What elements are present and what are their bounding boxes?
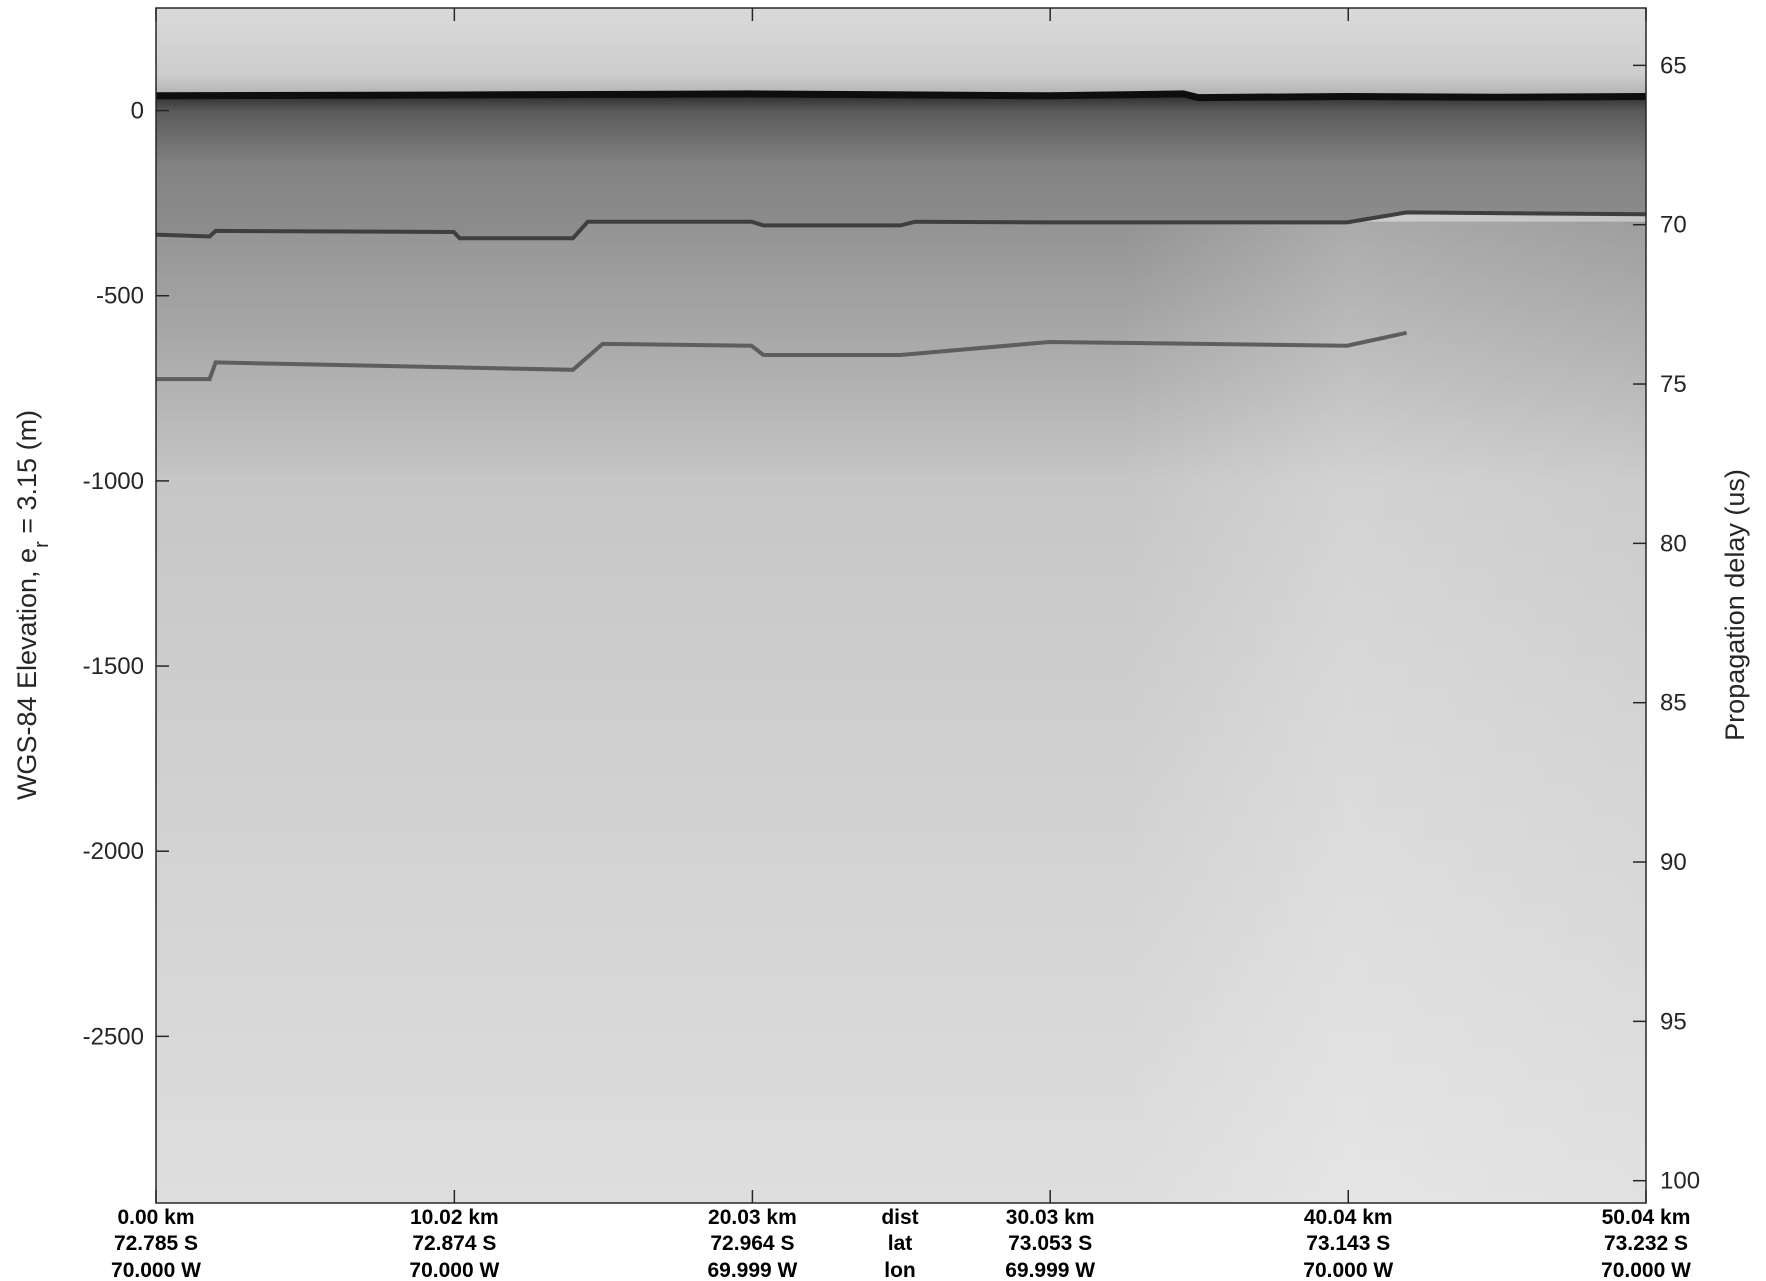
air-region: [156, 8, 1646, 103]
surface-echo: [156, 90, 1646, 102]
bottom-tick-dist: 40.04 km: [1304, 1206, 1393, 1229]
left-tick-label: -500: [96, 283, 144, 310]
bottom-tick-lon: 69.999 W: [1005, 1259, 1095, 1281]
bottom-tick-lon: 70.000 W: [1303, 1259, 1393, 1281]
bottom-tick-dist: 30.03 km: [1006, 1206, 1095, 1229]
bottom-tick-lat: 73.143 S: [1306, 1232, 1390, 1255]
right-tick-label: 90: [1660, 849, 1687, 876]
internal-layer-echo: [156, 330, 1408, 382]
right-axis: 65 70 75 80 85 90 95 100: [1633, 52, 1700, 1195]
right-tick-label: 85: [1660, 690, 1687, 717]
right-tick-label: 70: [1660, 212, 1687, 239]
left-axis: 0 -500 -1000 -1500 -2000 -2500: [83, 98, 169, 1050]
plot-frame: [155, 7, 1647, 1204]
bottom-tick-lat: 72.874 S: [412, 1232, 496, 1255]
bottom-tick-dist: 10.02 km: [410, 1206, 499, 1229]
right-tick-label: 65: [1660, 52, 1687, 79]
bottom-tick-lat: 73.232 S: [1604, 1232, 1688, 1255]
bottom-tick-dist: 20.03 km: [708, 1206, 797, 1229]
bottom-tick-lat: 72.785 S: [114, 1232, 198, 1255]
left-axis-label-main: WGS-84 Elevation, e: [12, 548, 42, 800]
left-tick-label: -1500: [83, 653, 144, 680]
bottom-tick-lat: 72.964 S: [710, 1232, 794, 1255]
left-axis-label: WGS-84 Elevation, er = 3.15 (m): [12, 410, 53, 800]
bed-echo: [156, 210, 1646, 241]
bottom-row-title: dist: [881, 1206, 918, 1229]
right-axis-label: Propagation delay (us): [1720, 469, 1750, 741]
bottom-tick-dist: 0.00 km: [117, 1206, 194, 1229]
bottom-tick-lon: 69.999 W: [707, 1259, 797, 1281]
left-axis-label-sub: r: [31, 541, 53, 548]
right-tick-label: 75: [1660, 371, 1687, 398]
right-tick-label: 80: [1660, 530, 1687, 557]
ice-column: [156, 93, 1646, 239]
left-tick-label: -1000: [83, 468, 144, 495]
bottom-tick-lon: 70.000 W: [1601, 1259, 1691, 1281]
bottom-axis: 0.00 km 72.785 S 70.000 W 10.02 km 72.874 S 7…: [111, 1190, 1691, 1281]
right-tick-label: 95: [1660, 1008, 1687, 1035]
image-area: [156, 8, 1646, 1203]
left-tick-label: 0: [131, 98, 144, 125]
bottom-row-title: lat: [888, 1232, 913, 1255]
left-tick-label: -2000: [83, 838, 144, 865]
left-tick-label: -2500: [83, 1023, 144, 1050]
bottom-tick-lat: 73.053 S: [1008, 1232, 1092, 1255]
bottom-tick-dist: 50.04 km: [1602, 1206, 1691, 1229]
left-axis-label-tail: = 3.15 (m): [12, 410, 42, 541]
bottom-tick-lon: 70.000 W: [111, 1259, 201, 1281]
bottom-tick-lon: 70.000 W: [409, 1259, 499, 1281]
right-tick-label: 100: [1660, 1168, 1700, 1195]
top-ticks: [155, 8, 1647, 21]
bottom-row-title: lon: [884, 1259, 916, 1281]
